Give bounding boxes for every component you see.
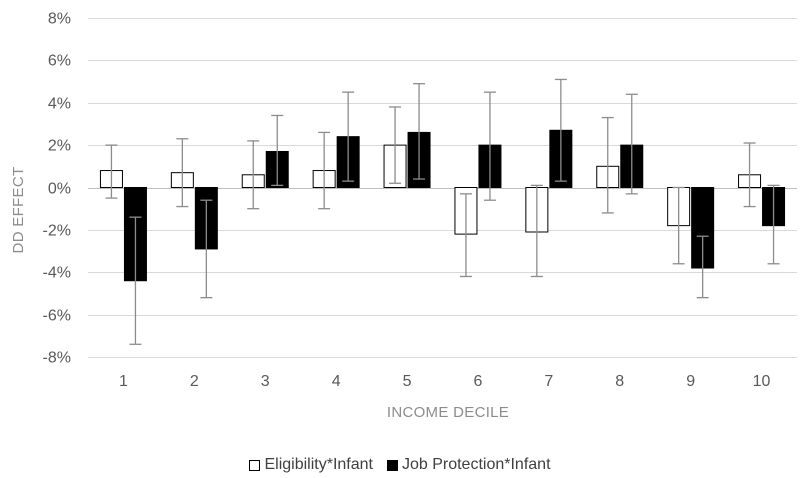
x-tick-label: 6 — [473, 373, 482, 390]
x-tick-label: 5 — [403, 373, 412, 390]
error-bar — [318, 131, 331, 210]
error-bar — [767, 184, 780, 265]
error-bar — [200, 199, 213, 299]
error-bars — [105, 78, 780, 345]
y-tick-label: 6% — [48, 53, 71, 70]
error-bar — [601, 116, 614, 214]
y-tick-label: -6% — [43, 308, 71, 325]
chart: -8% -6% -4% -2% 0% 2% 4% 6% 8% 1 2 3 4 5 6 7 8 9 10 DD EF… — [10, 11, 797, 421]
error-bar — [413, 83, 426, 180]
x-tick-labels: 1 2 3 4 5 6 7 8 9 10 — [119, 373, 771, 390]
error-bar — [342, 91, 355, 182]
x-tick-label: 7 — [544, 373, 553, 390]
error-bar — [389, 106, 402, 184]
bars — [99, 129, 786, 282]
x-tick-label: 2 — [190, 373, 199, 390]
error-bar — [176, 138, 189, 208]
x-tick-label: 4 — [332, 373, 341, 390]
error-bar — [271, 114, 284, 187]
error-bar — [672, 186, 685, 265]
y-tick-label: 8% — [48, 11, 71, 28]
y-tick-label: -8% — [43, 350, 71, 367]
x-axis-title: INCOME DECILE — [387, 404, 509, 421]
error-bar — [530, 184, 543, 278]
error-bar — [483, 91, 496, 201]
error-bar — [554, 78, 567, 182]
x-tick-label: 8 — [615, 373, 624, 390]
error-bar — [247, 140, 260, 210]
y-tick-label: 2% — [48, 138, 71, 155]
y-tick-label: -2% — [43, 223, 71, 240]
y-tick-label: 0% — [48, 181, 71, 198]
error-bar — [696, 235, 709, 299]
error-bar — [743, 142, 756, 208]
legend-label-eligibility: Eligibility*Infant — [264, 456, 373, 473]
x-tick-label: 10 — [753, 373, 771, 390]
legend-swatch-eligibility — [249, 459, 261, 471]
y-tick-label: 4% — [48, 96, 71, 113]
legend-item-eligibility: Eligibility*Infant — [249, 456, 373, 474]
gridlines — [88, 18, 797, 358]
x-tick-label: 1 — [119, 373, 128, 390]
legend: Eligibility*Infant Job Protection*Infant — [0, 452, 800, 478]
legend-item-job-protection: Job Protection*Infant — [386, 456, 551, 474]
error-bar — [459, 193, 472, 278]
legend-swatch-job-protection — [386, 459, 398, 471]
error-bar — [129, 216, 142, 345]
y-tick-label: -4% — [43, 265, 71, 282]
y-tick-labels: -8% -6% -4% -2% 0% 2% 4% 6% 8% — [43, 11, 71, 367]
legend-label-job-protection: Job Protection*Infant — [401, 456, 551, 473]
error-bar — [105, 144, 118, 199]
y-axis-title: DD EFFECT — [10, 167, 27, 254]
x-tick-label: 9 — [686, 373, 695, 390]
x-tick-label: 3 — [261, 373, 270, 390]
error-bar — [625, 93, 638, 195]
